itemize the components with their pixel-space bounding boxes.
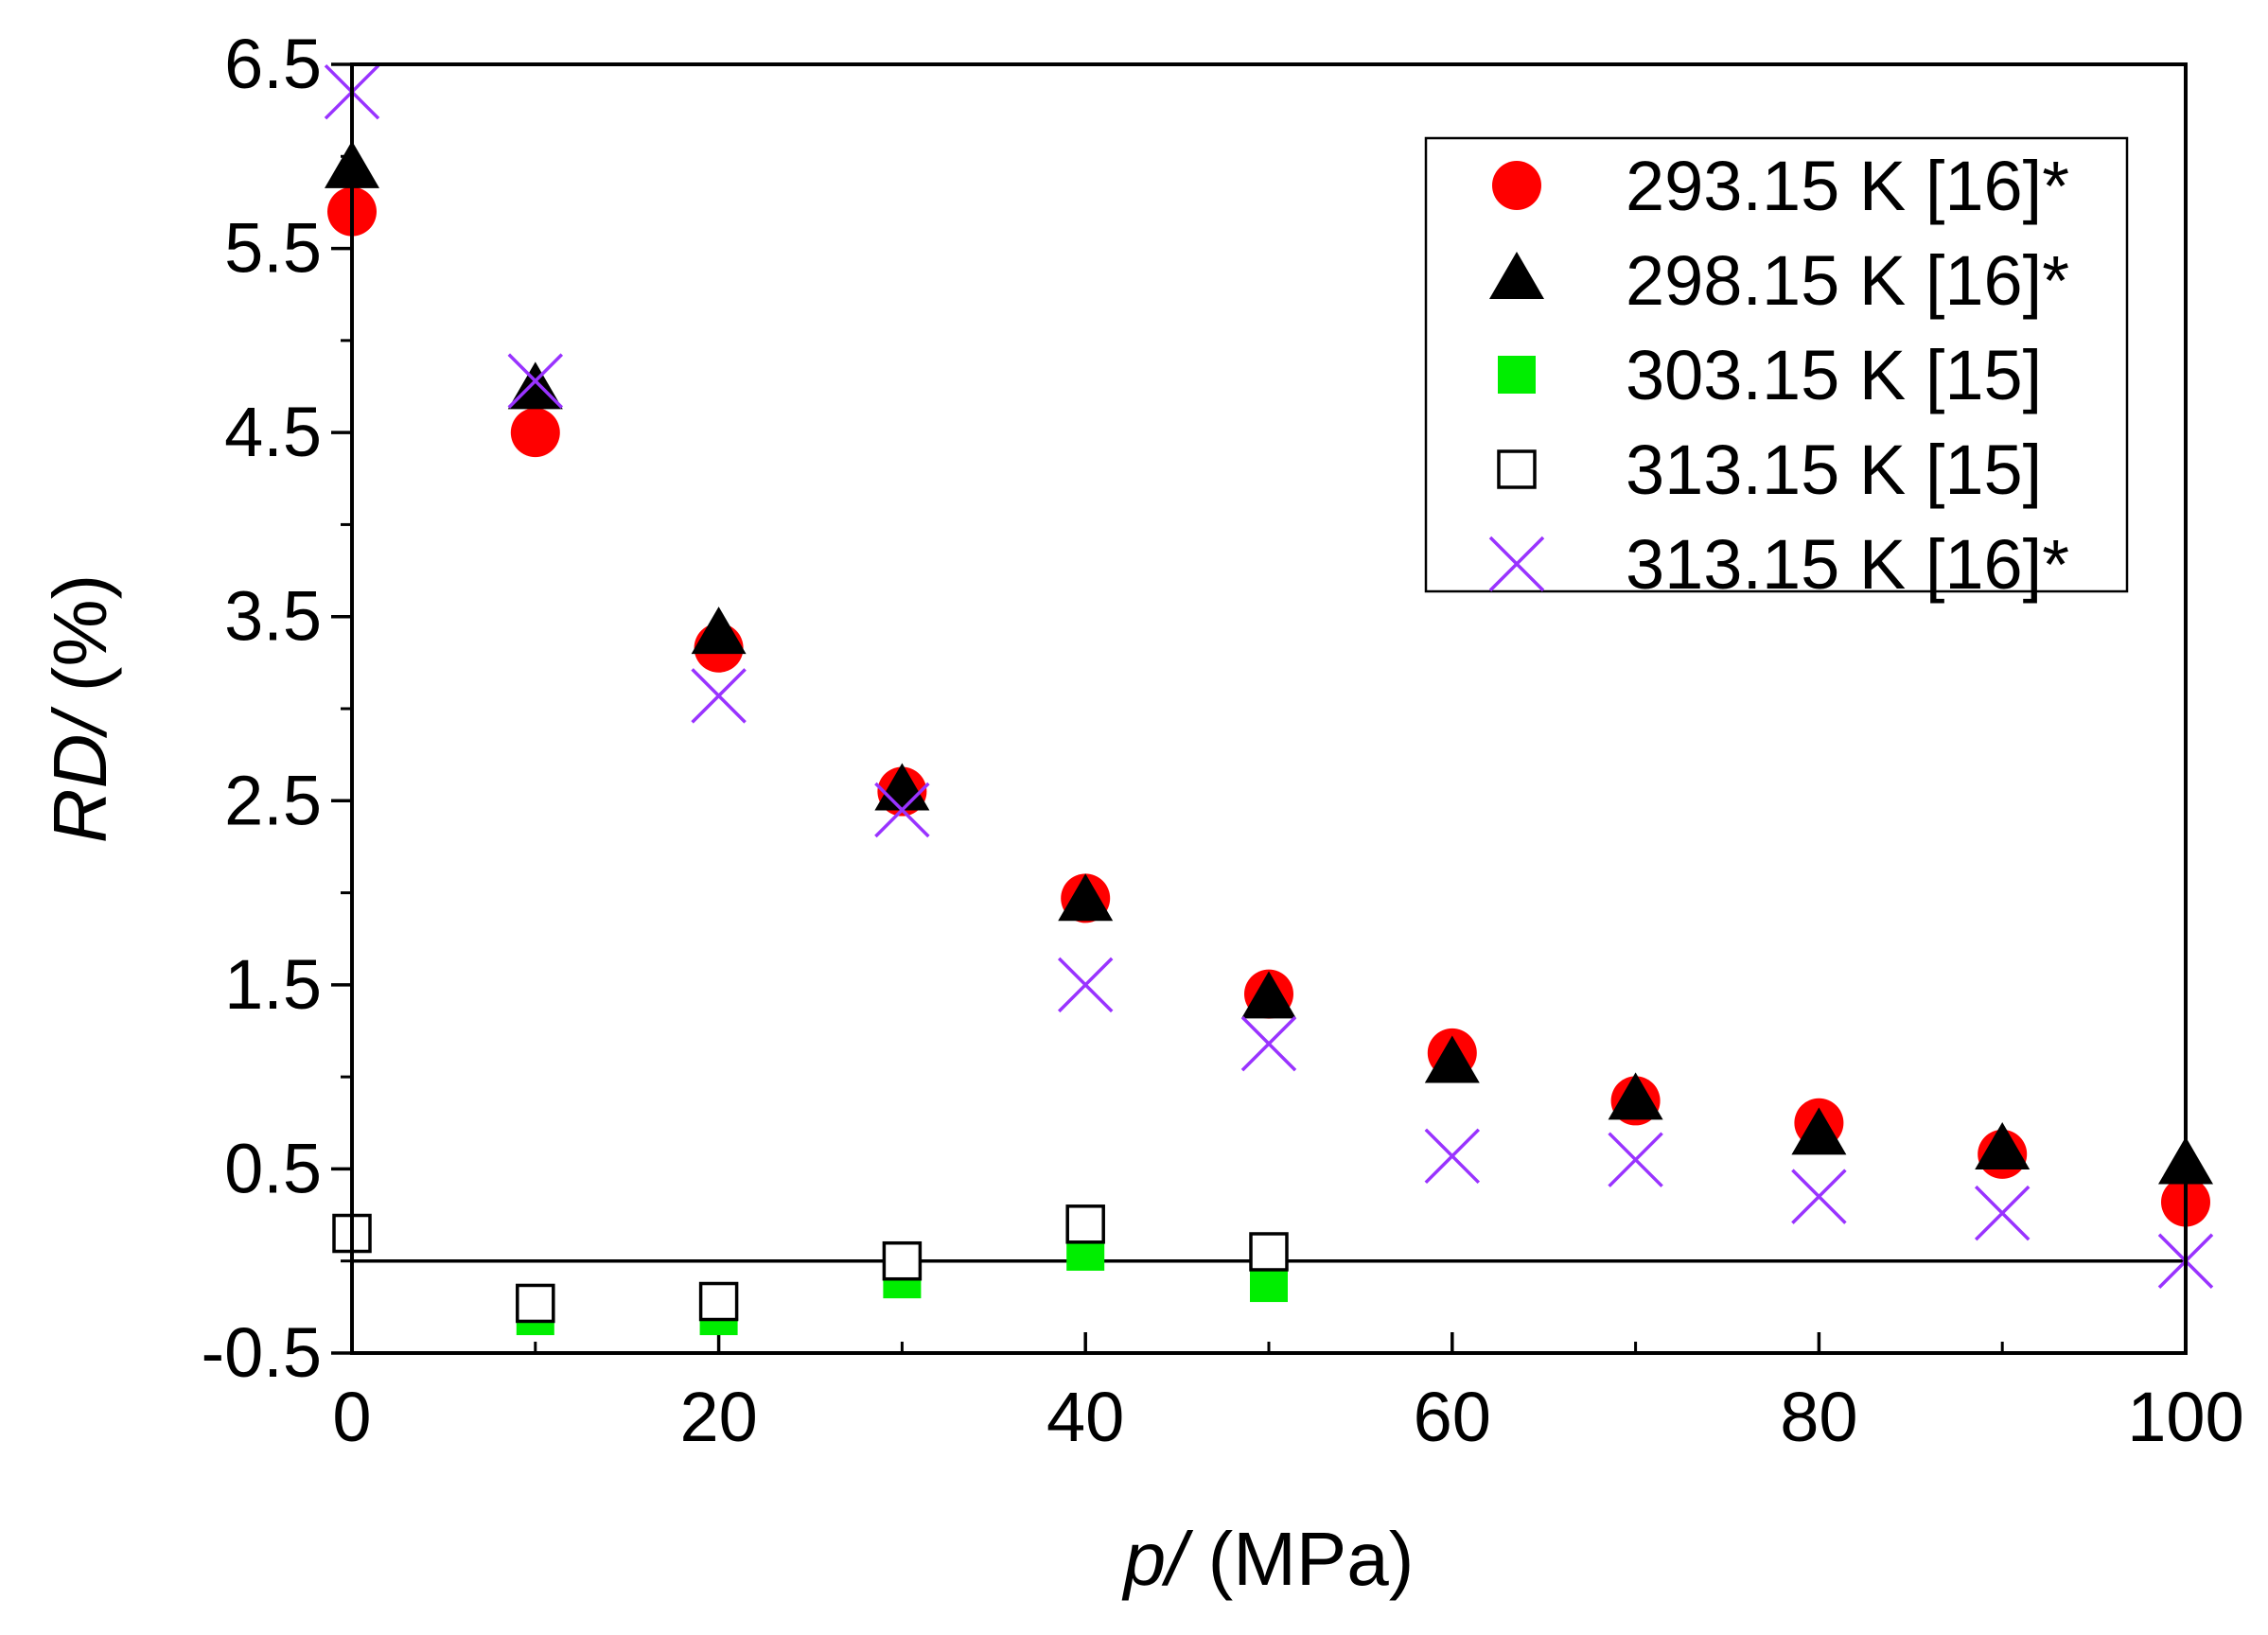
- data-point: [1974, 1185, 2031, 1241]
- legend: 293.15 K [16]* 298.15 K [16]* 303.15 K [15…: [1424, 136, 2129, 604]
- data-point: [507, 361, 563, 410]
- data-point: [1057, 957, 1114, 1013]
- y-tick-label: 2.5: [224, 761, 322, 839]
- data-point: [1240, 1015, 1297, 1072]
- x-axis-unit: (MPa): [1187, 1517, 1414, 1601]
- legend-marker: [1492, 161, 1541, 210]
- data-point: [1791, 1169, 1847, 1224]
- data-point: [1058, 873, 1114, 922]
- legend-label: 313.15 K [15]: [1626, 431, 2042, 509]
- data-point: [882, 1240, 923, 1281]
- data-point: [1424, 1035, 1480, 1083]
- y-tick-label: 3.5: [224, 577, 322, 656]
- legend-marker: [1497, 449, 1537, 489]
- y-tick-label: 6.5: [224, 25, 322, 103]
- legend-label: 293.15 K [16]*: [1626, 147, 2069, 225]
- legend-label: 313.15 K [16]*: [1626, 525, 2069, 604]
- legend-box: [1424, 136, 2129, 593]
- y-tick-label: 4.5: [224, 393, 322, 471]
- data-point: [1791, 1107, 1847, 1155]
- x-tick-label: 100: [2127, 1378, 2243, 1456]
- legend-marker: [1488, 536, 1545, 592]
- data-point: [698, 1281, 739, 1322]
- data-point: [874, 782, 930, 838]
- y-axis-unit: (%): [38, 574, 122, 713]
- x-axis-title: p/ (MPa): [1122, 1517, 1415, 1601]
- data-point: [1065, 1204, 1105, 1244]
- x-tick-label: 80: [1780, 1378, 1857, 1456]
- data-point: [691, 668, 747, 724]
- series-5: [324, 63, 2214, 1289]
- y-tick-label: -0.5: [201, 1313, 322, 1392]
- legend-item: 293.15 K [16]*: [1492, 147, 2069, 225]
- data-point: [1424, 1128, 1481, 1185]
- y-tick-label: 1.5: [224, 945, 322, 1024]
- legend-item: 313.15 K [15]: [1497, 431, 2042, 509]
- legend-item: 298.15 K [16]*: [1489, 241, 2069, 320]
- y-tick-label: 5.5: [224, 209, 322, 288]
- x-axis-var: p: [1122, 1517, 1167, 1601]
- data-point: [1608, 1132, 1663, 1187]
- legend-item: 303.15 K [15]: [1498, 336, 2042, 414]
- data-point: [691, 607, 747, 655]
- data-point: [1608, 1072, 1663, 1120]
- data-point: [507, 353, 564, 409]
- data-point: [1975, 1121, 2031, 1169]
- data-point: [510, 408, 560, 458]
- data-point: [516, 1283, 555, 1324]
- legend-label: 303.15 K [15]: [1626, 336, 2042, 414]
- x-tick-label: 40: [1046, 1378, 1124, 1456]
- data-point: [1241, 971, 1296, 1019]
- y-axis-var: RD: [38, 734, 122, 844]
- plot-frame: [350, 62, 2188, 1355]
- legend-item: 313.15 K [16]*: [1488, 525, 2069, 604]
- x-tick-label: 60: [1414, 1378, 1491, 1456]
- y-tick-label: 0.5: [224, 1129, 322, 1207]
- y-axis-title: RD/ (%): [38, 574, 122, 843]
- data-point: [1249, 1232, 1289, 1272]
- legend-marker: [1489, 252, 1544, 299]
- series-3: [333, 1214, 1288, 1336]
- x-tick-label: 0: [332, 1378, 371, 1456]
- legend-marker: [1498, 356, 1536, 394]
- x-tick-label: 20: [679, 1378, 757, 1456]
- series-4: [332, 1204, 1289, 1324]
- legend-label: 298.15 K [16]*: [1626, 241, 2069, 320]
- data-point: [874, 763, 930, 811]
